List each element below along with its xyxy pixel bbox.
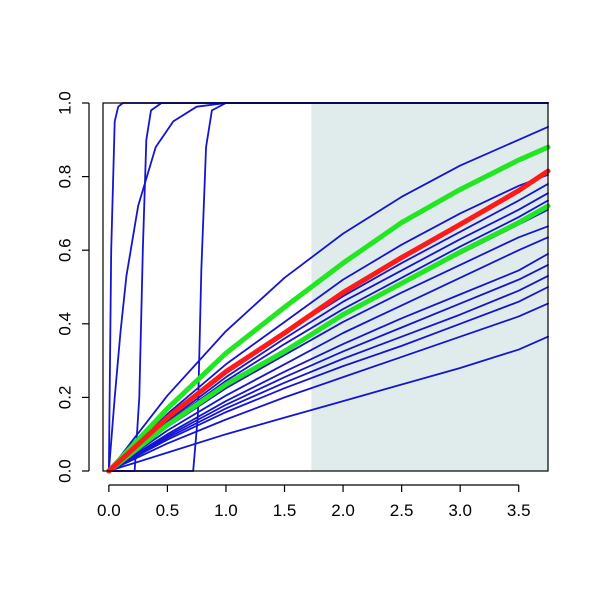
series-line-sample-10 <box>107 236 549 472</box>
series-line-sample-11 <box>107 252 549 472</box>
series-line-upper-bound-1 <box>106 144 551 474</box>
series-line-sample-20 <box>107 102 549 472</box>
x-tick-label: 3.5 <box>507 501 531 520</box>
series-line-sample-19 <box>107 102 549 472</box>
y-tick-label: 0.4 <box>56 312 75 336</box>
y-tick-label: 0.2 <box>56 386 75 410</box>
series-line-sample-18 <box>107 102 549 472</box>
axes-layer: 0.0 0.5 1.0 1.5 2.0 2.5 3.0 3.5 0.0 0.2 0.4 0.6 0.8 1… <box>56 91 549 520</box>
series-line-sample-4 <box>107 173 549 472</box>
series-line-sample-16 <box>107 335 549 472</box>
y-tick-label: 0.0 <box>56 459 75 483</box>
series-line-sample-13 <box>107 275 549 472</box>
series-line-sample-12 <box>107 264 549 472</box>
x-tick-label: 2.0 <box>331 501 355 520</box>
y-tick-label: 1.0 <box>56 91 75 115</box>
y-tick-label: 0.6 <box>56 238 75 262</box>
plot-box <box>102 102 549 472</box>
y-tick-label: 0.8 <box>56 165 75 189</box>
shaded-region <box>311 103 548 471</box>
series-layer <box>106 102 551 474</box>
series-line-sample-3 <box>107 126 549 472</box>
series-line-estimate-0 <box>106 168 551 474</box>
x-tick-label: 1.0 <box>214 501 238 520</box>
x-tick-label: 3.0 <box>448 501 472 520</box>
series-line-lower-bound-2 <box>106 203 551 474</box>
series-line-sample-15 <box>107 302 549 472</box>
x-tick-label: 1.5 <box>273 501 297 520</box>
x-tick-label: 0.5 <box>156 501 180 520</box>
x-tick-label: 2.5 <box>390 501 414 520</box>
x-tick-label: 0.0 <box>97 501 121 520</box>
shaded-region-layer <box>311 103 548 471</box>
series-line-sample-6 <box>107 192 549 472</box>
series-line-sample-14 <box>107 286 549 472</box>
